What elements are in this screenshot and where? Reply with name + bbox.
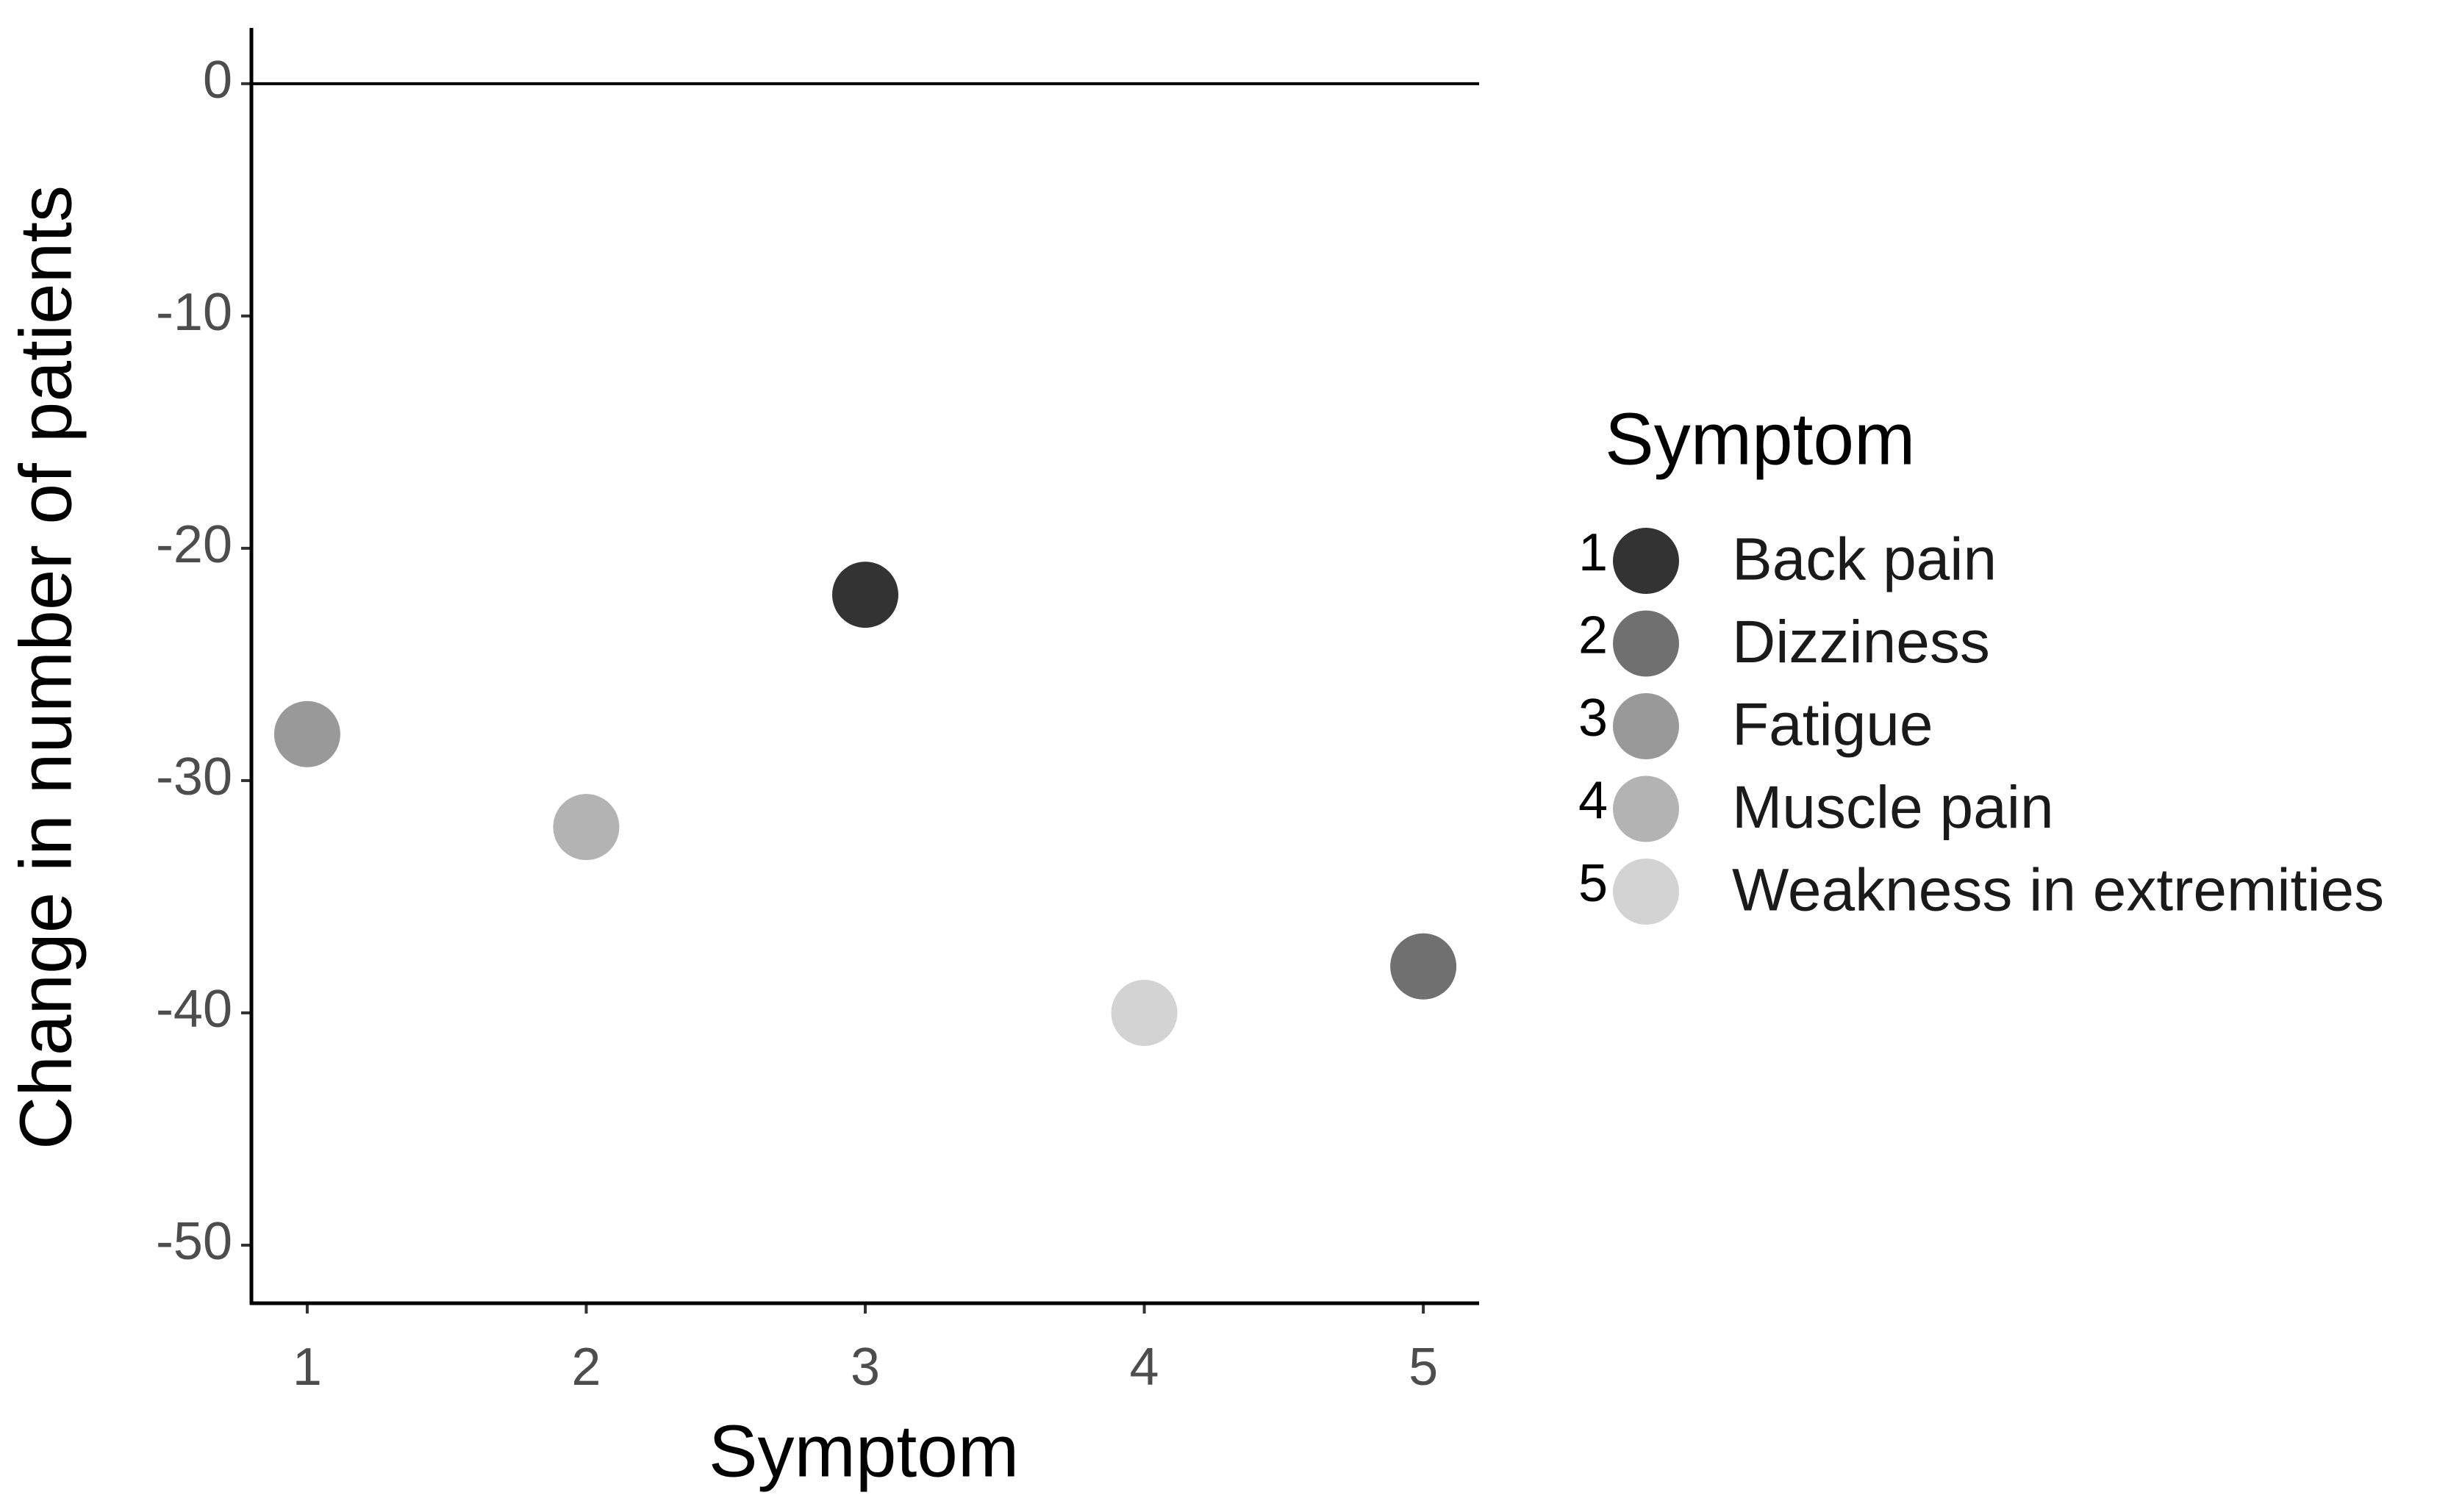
legend-label: Dizziness bbox=[1732, 609, 1990, 676]
point bbox=[553, 794, 620, 861]
y-tick-label: -10 bbox=[156, 283, 232, 342]
legend-swatch bbox=[1613, 859, 1679, 925]
x-tick-label: 5 bbox=[1409, 1338, 1438, 1397]
legend-number: 5 bbox=[1578, 854, 1608, 913]
legend-number: 2 bbox=[1578, 606, 1608, 665]
legend-title: Symptom bbox=[1605, 398, 1915, 480]
legend-swatch bbox=[1613, 528, 1679, 594]
legend-number: 3 bbox=[1578, 689, 1608, 748]
y-tick-label: -40 bbox=[156, 980, 232, 1039]
legend-label: Muscle pain bbox=[1732, 774, 2054, 841]
legend-swatch bbox=[1613, 693, 1679, 759]
legend-swatch bbox=[1613, 775, 1679, 842]
x-tick-label: 2 bbox=[571, 1338, 601, 1397]
legend-number: 1 bbox=[1578, 523, 1608, 582]
point bbox=[273, 701, 340, 767]
y-tick-label: -20 bbox=[156, 515, 232, 574]
legend-label: Weakness in extremities bbox=[1732, 857, 2384, 924]
legend-label: Fatigue bbox=[1732, 692, 1933, 759]
legend-swatch bbox=[1613, 610, 1679, 677]
point bbox=[832, 562, 898, 628]
x-tick-label: 4 bbox=[1130, 1338, 1159, 1397]
point bbox=[1390, 933, 1457, 1000]
x-tick-label: 3 bbox=[851, 1338, 880, 1397]
x-axis-title: Symptom bbox=[709, 1410, 1019, 1492]
y-tick-label: -30 bbox=[156, 748, 232, 806]
y-axis-title: Change in number of patients bbox=[4, 185, 87, 1150]
point bbox=[1111, 979, 1178, 1046]
y-tick-label: -50 bbox=[156, 1212, 232, 1271]
legend-number: 4 bbox=[1578, 772, 1608, 831]
y-tick-label: 0 bbox=[203, 51, 232, 110]
legend-label: Back pain bbox=[1732, 526, 1997, 593]
x-tick-label: 1 bbox=[293, 1338, 322, 1397]
